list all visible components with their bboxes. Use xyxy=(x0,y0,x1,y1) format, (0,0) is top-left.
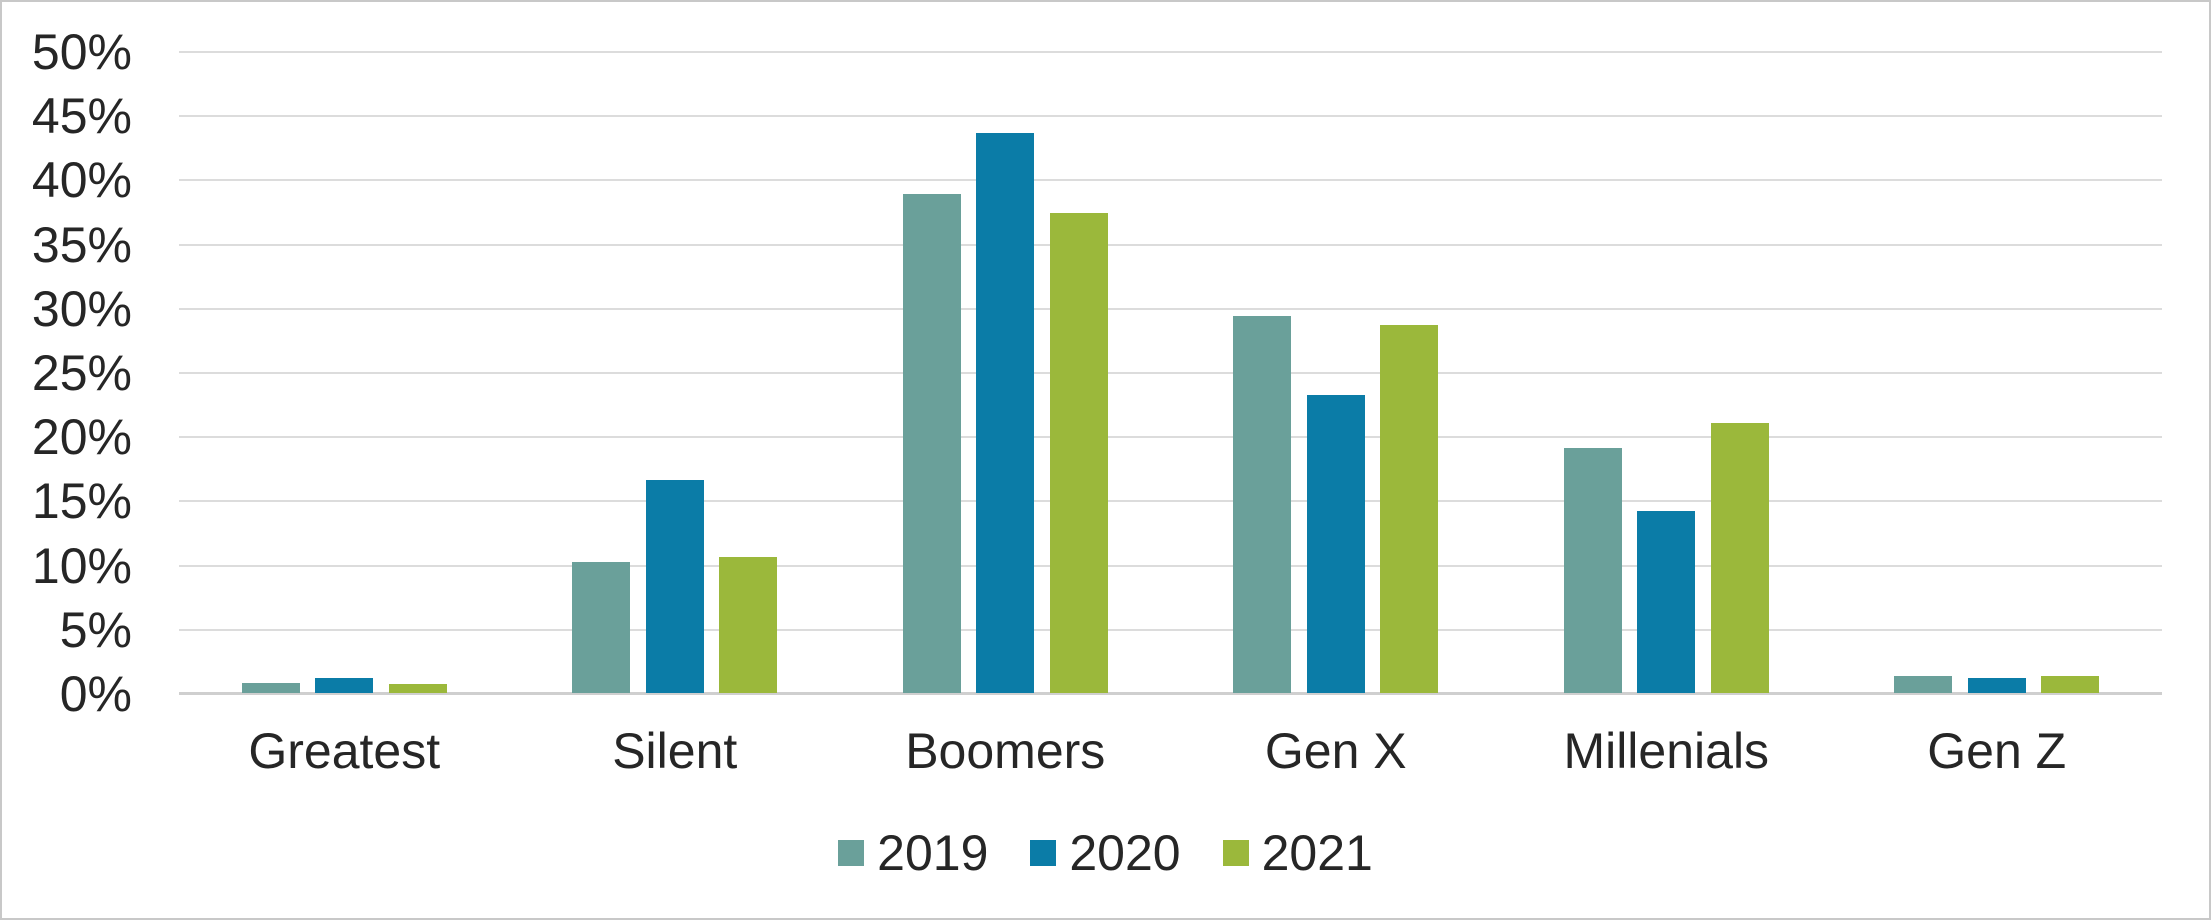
y-tick-label-30: 30% xyxy=(31,280,132,337)
y-tick-label-15: 15% xyxy=(31,473,132,530)
bar-2021-gen-x xyxy=(1380,324,1439,693)
bar-2021-gen-z xyxy=(2041,676,2100,693)
gridline-20 xyxy=(179,436,2162,439)
bar-2019-silent xyxy=(572,562,631,693)
bar-2021-millenials xyxy=(1710,423,1769,693)
bar-2020-millenials xyxy=(1637,510,1696,693)
gridline-40 xyxy=(179,179,2162,182)
bar-2020-gen-x xyxy=(1306,395,1365,693)
x-tick-label-gen-x: Gen X xyxy=(1264,723,1407,779)
gridline-15 xyxy=(179,500,2162,503)
bar-2019-boomers xyxy=(902,193,961,693)
bar-2020-silent xyxy=(645,479,704,693)
gridline-35 xyxy=(179,243,2162,246)
y-tick-label-45: 45% xyxy=(31,88,132,145)
y-tick-label-25: 25% xyxy=(31,345,132,401)
gridline-5 xyxy=(179,628,2162,631)
y-tick-label-20: 20% xyxy=(31,409,132,466)
bar-2021-greatest xyxy=(388,684,447,693)
bar-2021-silent xyxy=(719,556,778,693)
x-tick-label-millenials: Millenials xyxy=(1563,723,1770,779)
legend: 2019 2020 2021 xyxy=(2,828,2209,878)
bar-2019-greatest xyxy=(241,682,300,693)
x-axis-labels: Greatest Silent Boomers Gen X Millenials Gen … xyxy=(179,726,2162,780)
legend-item-2021: 2021 xyxy=(1222,825,1373,881)
gridline-10 xyxy=(179,564,2162,567)
gridline-45 xyxy=(179,115,2162,118)
plot-area xyxy=(179,51,2162,695)
x-tick-label-gen-z: Gen Z xyxy=(1927,723,2067,779)
y-tick-label-0: 0% xyxy=(59,666,132,722)
legend-item-2020: 2020 xyxy=(1030,825,1181,881)
legend-swatch-2020 xyxy=(1030,840,1057,866)
legend-swatch-2019 xyxy=(838,840,865,866)
legend-label-2021: 2021 xyxy=(1261,825,1373,881)
y-tick-label-5: 5% xyxy=(59,601,132,658)
y-axis-labels: 0% 5% 10% 15% 20% 25% 30% 35% 40% 45% 50% xyxy=(2,27,132,719)
bar-2019-millenials xyxy=(1563,447,1622,693)
bar-2019-gen-x xyxy=(1233,315,1292,693)
gridline-50 xyxy=(179,51,2162,53)
legend-label-2019: 2019 xyxy=(877,825,989,881)
x-axis-line xyxy=(179,692,2162,695)
legend-swatch-2021 xyxy=(1222,840,1249,866)
bar-2019-gen-z xyxy=(1894,676,1953,693)
bar-2021-boomers xyxy=(1049,212,1108,693)
y-tick-label-50: 50% xyxy=(31,24,132,80)
bar-2020-greatest xyxy=(315,677,374,693)
gridline-30 xyxy=(179,307,2162,310)
y-tick-label-40: 40% xyxy=(31,152,132,209)
bar-2020-boomers xyxy=(976,133,1035,693)
gridline-25 xyxy=(179,372,2162,374)
x-tick-label-greatest: Greatest xyxy=(248,723,441,779)
x-tick-label-boomers: Boomers xyxy=(905,723,1106,779)
legend-label-2020: 2020 xyxy=(1069,825,1181,881)
legend-item-2019: 2019 xyxy=(838,828,988,878)
y-tick-label-35: 35% xyxy=(31,216,132,273)
x-tick-label-silent: Silent xyxy=(612,723,738,779)
y-tick-label-10: 10% xyxy=(31,537,132,594)
bar-2020-gen-z xyxy=(1967,677,2026,693)
